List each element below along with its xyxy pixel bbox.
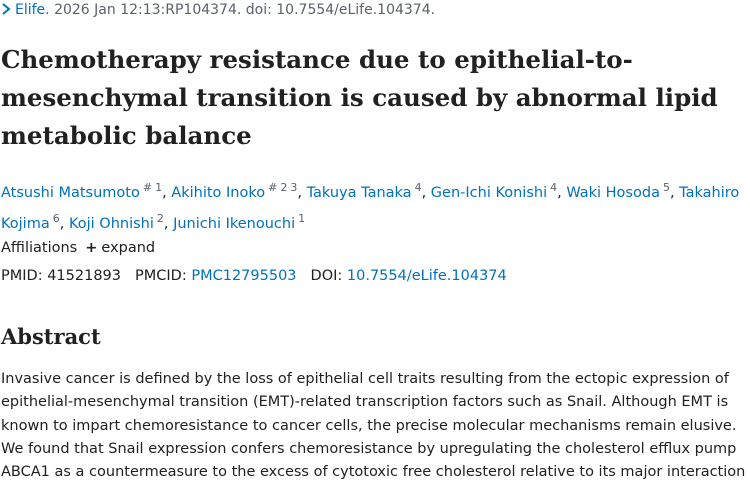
- author-mark[interactable]: 4: [550, 181, 558, 194]
- author-link[interactable]: Koji Ohnishi: [68, 215, 154, 232]
- separator: ,: [421, 184, 427, 201]
- identifier: DOI: 10.7554/eLife.104374: [311, 268, 507, 284]
- identifiers: PMID: 41521893 PMCID: PMC12795503 DOI: 10.…: [1, 268, 521, 284]
- author-link[interactable]: Waki Hosoda: [566, 184, 660, 201]
- citation-details: 2026 Jan 12:13:RP104374. doi: 10.7554/eL…: [54, 2, 436, 18]
- author-mark[interactable]: 6: [52, 211, 60, 225]
- identifier-label: DOI:: [310, 268, 343, 284]
- author-link[interactable]: Gen-Ichi Konishi: [430, 184, 548, 201]
- article-title: Chemotherapy resistance due to epithelia…: [1, 45, 718, 150]
- separator: ,: [162, 184, 167, 201]
- separator: ,: [59, 215, 65, 232]
- journal-link[interactable]: Elife.: [15, 2, 50, 18]
- author-link[interactable]: Atsushi Matsumoto: [1, 184, 140, 201]
- identifier-value[interactable]: 10.7554/eLife.104374: [346, 268, 507, 284]
- author-mark[interactable]: 1: [155, 181, 163, 194]
- identifier-label: PMCID:: [135, 268, 187, 284]
- author-list: Atsushi Matsumoto #1, Akihito Inoko #2 3, T…: [1, 175, 749, 237]
- identifier: PMCID: PMC12795503: [135, 268, 297, 284]
- author-link[interactable]: Akihito Inoko: [171, 184, 266, 201]
- author-mark[interactable]: 1: [298, 211, 306, 225]
- plus-icon[interactable]: +: [85, 240, 98, 256]
- citation: Elife. 2026 Jan 12:13:RP104374. doi: 10.…: [0, 2, 435, 18]
- identifier: PMID: 41521893: [1, 268, 121, 284]
- identifier-value: 41521893: [47, 268, 122, 284]
- author-mark[interactable]: 2: [156, 211, 164, 225]
- author-link[interactable]: Takuya Tanaka: [306, 184, 412, 201]
- separator: ,: [297, 184, 302, 201]
- identifier-value[interactable]: PMC12795503: [191, 268, 297, 284]
- identifier-label: PMID:: [1, 268, 43, 284]
- abstract-text: Invasive cancer is defined by the loss o…: [1, 371, 746, 481]
- author-link[interactable]: Junichi Ikenouchi: [173, 215, 296, 232]
- author-mark: #: [268, 181, 278, 194]
- author-link[interactable]: Takahiro Kojima: [1, 184, 740, 232]
- affiliations-label: Affiliations: [1, 240, 78, 256]
- expand-toggle[interactable]: expand: [101, 240, 156, 256]
- author-mark: #: [142, 181, 153, 194]
- abstract-heading: Abstract: [1, 324, 101, 349]
- chevron-icon[interactable]: [0, 2, 12, 16]
- author-mark[interactable]: 5: [662, 181, 670, 194]
- author-mark[interactable]: 2: [280, 181, 288, 194]
- separator: ,: [557, 184, 562, 201]
- separator: ,: [163, 215, 169, 232]
- author-mark[interactable]: 4: [414, 181, 422, 194]
- separator: ,: [669, 184, 675, 201]
- author-mark[interactable]: 3: [290, 181, 298, 194]
- affiliations: Affiliations + expand: [1, 240, 155, 256]
